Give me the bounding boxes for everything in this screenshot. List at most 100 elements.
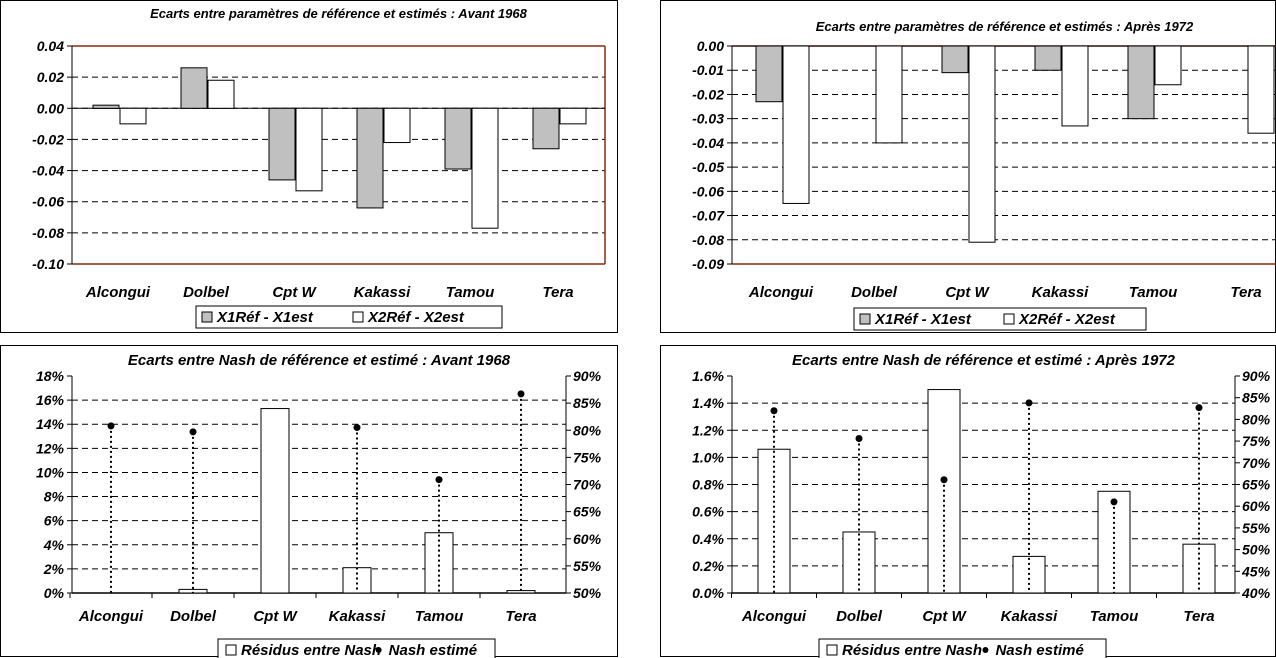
- y-tick-label: 0.04: [37, 38, 64, 54]
- legend-box: [195, 305, 503, 329]
- y-tick-label: 8%: [44, 489, 65, 505]
- y-tick-label: 10%: [36, 464, 65, 480]
- bar-x1: [532, 107, 560, 150]
- bar-residus: [842, 531, 876, 594]
- y-tick-label: 0.2%: [692, 558, 724, 574]
- category-label: Tera: [1183, 608, 1214, 625]
- y-tick-label: 0.4%: [692, 531, 724, 547]
- legend-swatch: [201, 311, 213, 323]
- y-tick-label: 0.00: [697, 38, 724, 54]
- y-tick-label: -0.07: [692, 208, 725, 224]
- category-label: Alcongui: [741, 608, 807, 625]
- category-label: Kakassi: [329, 608, 387, 625]
- y2-tick-label: 85%: [573, 395, 602, 411]
- legend-box: [853, 307, 1147, 331]
- y2-tick-label: 55%: [573, 558, 602, 574]
- legend-label: X2Réf - X2est: [1018, 311, 1116, 328]
- y-tick-label: -0.08: [32, 225, 64, 241]
- legend-marker-nash: [375, 647, 382, 653]
- y-tick-label: -0.05: [692, 159, 724, 175]
- category-label: Tamou: [415, 608, 464, 625]
- point-nash-estime: [435, 476, 443, 484]
- bar-x1: [941, 45, 969, 74]
- bar-x2: [119, 107, 147, 125]
- bar-x1: [444, 107, 472, 170]
- y2-tick-label: 65%: [1242, 477, 1271, 493]
- point-nash-estime: [189, 428, 197, 436]
- y-tick-label: -0.03: [692, 111, 724, 127]
- y-tick-label: -0.08: [692, 232, 724, 248]
- chart-title: Ecarts entre paramètres de référence et …: [816, 19, 1194, 34]
- y-tick-label: 1.2%: [692, 422, 724, 438]
- chart-panel-nash-avant-1968: Ecarts entre Nash de référence et estimé…: [0, 345, 618, 658]
- bar-x2: [471, 107, 499, 229]
- category-label: Kakassi: [1001, 608, 1059, 625]
- y-tick-label: 16%: [36, 392, 65, 408]
- bar-x2: [782, 45, 810, 204]
- legend-label: Résidus entre Nash: [241, 642, 381, 658]
- category-label: Cpt W: [945, 284, 990, 301]
- category-label: Dolbel: [851, 284, 898, 301]
- chart-param-apres-1972: Ecarts entre paramètres de référence et …: [692, 19, 1276, 331]
- legend-marker-nash: [982, 647, 989, 653]
- category-label: Dolbel: [183, 284, 230, 301]
- bar-x2: [295, 107, 323, 192]
- y-tick-label: 0%: [44, 585, 65, 601]
- y-tick-label: -0.06: [692, 183, 724, 199]
- y2-tick-label: 45%: [1241, 563, 1271, 579]
- legend-box: [818, 638, 1107, 658]
- category-label: Alcongui: [748, 284, 814, 301]
- category-label: Tera: [1230, 284, 1261, 301]
- legend-box: [217, 638, 496, 658]
- point-nash-estime: [1025, 399, 1033, 407]
- y-tick-label: -0.04: [692, 135, 724, 151]
- y-tick-label: -0.04: [32, 163, 64, 179]
- category-label: Tamou: [1090, 608, 1139, 625]
- y-tick-label: 1.6%: [692, 368, 724, 384]
- point-nash-estime: [517, 390, 525, 398]
- y-tick-label: 0.02: [37, 69, 64, 85]
- legend-label: Résidus entre Nash: [842, 642, 982, 658]
- y2-tick-label: 60%: [573, 531, 602, 547]
- bar-x2: [1061, 45, 1089, 127]
- legend-swatch: [352, 311, 364, 323]
- y-tick-label: -0.09: [692, 256, 724, 272]
- point-nash-estime: [770, 407, 778, 415]
- category-label: Alcongui: [85, 284, 151, 301]
- y2-tick-label: 75%: [1242, 433, 1271, 449]
- y2-tick-label: 80%: [1242, 411, 1271, 427]
- y-tick-label: 1.4%: [692, 395, 724, 411]
- y2-tick-label: 70%: [573, 477, 602, 493]
- y2-tick-label: 55%: [1242, 520, 1271, 536]
- legend-label: Nash estimé: [389, 642, 477, 658]
- bar-x2: [1154, 45, 1182, 86]
- legend-swatch: [1003, 313, 1015, 325]
- bar-x1: [92, 104, 120, 109]
- y2-tick-label: 80%: [573, 422, 602, 438]
- bar-residus: [424, 532, 454, 594]
- category-label: Alcongui: [78, 608, 144, 625]
- point-nash-estime: [1195, 404, 1203, 412]
- y2-tick-label: 75%: [573, 449, 602, 465]
- category-label: Dolbel: [170, 608, 217, 625]
- category-label: Cpt W: [253, 608, 298, 625]
- legend-label: X1Réf - X1est: [874, 311, 972, 328]
- y-tick-label: -0.02: [32, 131, 64, 147]
- category-label: Tera: [542, 284, 573, 301]
- y2-tick-label: 65%: [573, 504, 602, 520]
- chart-nash-avant-1968: Ecarts entre Nash de référence et estimé…: [36, 352, 602, 658]
- legend-label: X1Réf - X1est: [216, 309, 314, 326]
- chart-title: Ecarts entre paramètres de référence et …: [150, 6, 527, 21]
- y2-tick-label: 90%: [573, 368, 602, 384]
- point-nash-estime: [107, 422, 115, 430]
- chart-panel-param-avant-1968: Ecarts entre paramètres de référence et …: [0, 0, 618, 333]
- bar-x2: [559, 107, 587, 125]
- chart-panel-nash-apres-1972: Ecarts entre Nash de référence et estimé…: [660, 345, 1276, 658]
- category-label: Cpt W: [922, 608, 967, 625]
- bar-x1: [1127, 45, 1155, 120]
- y2-tick-label: 90%: [1242, 368, 1271, 384]
- y-tick-label: -0.10: [32, 256, 64, 272]
- y2-tick-label: 60%: [1242, 498, 1271, 514]
- bar-x1: [1034, 45, 1062, 71]
- y-tick-label: -0.06: [32, 194, 64, 210]
